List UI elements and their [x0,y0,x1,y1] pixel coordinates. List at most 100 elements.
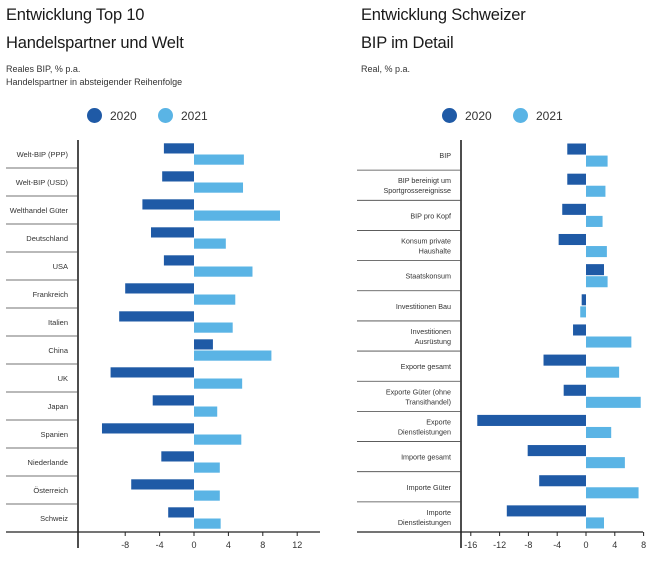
bar-2021-importe-guter [586,487,639,499]
category-row-niederlande: Niederlande [6,447,220,473]
bar-2021-welt-bip-usd [194,182,244,193]
category-label-staatskonsum: Staatskonsum [405,272,451,281]
category-label-china: China [48,346,68,355]
legend-label-2020: 2020 [110,108,137,123]
bar-2021-welthandel-guter [194,210,280,221]
x-tick-label-8: 8 [260,540,265,550]
bar-2020-staatskonsum [586,264,604,276]
bar-2020-schweiz [168,507,194,518]
category-row-investitionen-bau: Investitionen Bau [357,290,586,318]
bar-2020-bip-bereinigt-um-sportgrossereignisse [567,173,586,185]
legend-swatch-2020 [87,108,102,123]
x-tick-label-8: 8 [641,540,646,550]
bar-2021-osterreich [194,490,220,501]
x-tick-label-0: 0 [191,540,196,550]
category-row-spanien: Spanien [6,419,242,445]
legend-swatch-2021 [513,108,528,123]
category-row-bip-pro-kopf: BIP pro Kopf [357,199,603,227]
right-chart-subtitle-line-1: Real, % p.a. [361,64,411,74]
left-chart-title-line-1: Entwicklung Top 10 [6,6,145,24]
bar-2021-bip-pro-kopf [586,215,603,227]
x-tick-label-12: 12 [292,540,302,550]
category-label-bip-pro-kopf: BIP pro Kopf [410,211,451,220]
category-row-welthandel-guter: Welthandel Güter [6,195,280,221]
bar-2020-frankreich [125,283,194,294]
bar-2020-welt-bip-usd [162,171,194,182]
left-chart-title-line-2: Handelspartner und Welt [6,34,184,52]
category-label-usa: USA [53,262,68,271]
category-label-osterreich: Österreich [33,486,68,495]
category-row-italien: Italien [6,307,233,333]
left-chart-subtitle-line-1: Reales BIP, % p.a. [6,64,81,74]
x-tick-label-minus16: -16 [464,540,477,550]
category-row-importe-guter: Importe Güter [357,471,639,499]
category-row-welt-bip-ppp: Welt-BIP (PPP) [17,143,244,165]
category-label-bip-bereinigt-um-sportgrossereignisse: BIP bereinigt um Sportgrossereignisse [383,176,451,195]
bar-2021-frankreich [194,294,236,305]
bar-2021-japan [194,406,218,417]
category-label-uk: UK [58,374,68,383]
category-label-bip: BIP [439,151,451,160]
bar-2020-investitionen-ausrustung [573,324,586,336]
left-chart-subtitle-line-2: Handelspartner in absteigender Reihenfol… [6,77,183,87]
category-label-importe-gesamt: Importe gesamt [401,453,451,462]
x-tick-label-minus12: -12 [493,540,506,550]
legend-item-2021: 2021 [158,108,208,123]
category-label-schweiz: Schweiz [40,514,68,523]
x-ticks: -16 -12 -8 -4 0 4 8 [464,532,646,550]
bar-2021-uk [194,378,243,389]
right-chart-panel: Entwicklung Schweizer BIP im Detail Real… [355,0,648,563]
category-row-uk: UK [6,363,243,389]
bar-2021-niederlande [194,462,220,473]
legend-swatch-2020 [442,108,457,123]
category-row-frankreich: Frankreich [6,279,236,305]
bar-2021-konsum-private-haushalte [586,246,607,258]
bar-2020-spanien [101,423,194,434]
category-label-investitionen-bau: Investitionen Bau [396,302,451,311]
legend-swatch-2021 [158,108,173,123]
category-row-usa: USA [6,251,253,277]
category-row-japan: Japan [6,391,218,417]
bar-2021-investitionen-bau [580,306,586,318]
category-row-importe-dienstleistungen: Importe Dienstleistungen [357,501,604,529]
category-label-welt-bip-usd: Welt-BIP (USD) [16,178,69,187]
x-tick-label-4: 4 [226,540,231,550]
bar-2020-uk [110,367,194,378]
bar-2021-schweiz [194,518,221,529]
category-label-importe-guter: Importe Güter [407,483,452,492]
category-label-frankreich: Frankreich [33,290,68,299]
category-row-schweiz: Schweiz [6,503,221,529]
category-row-deutschland: Deutschland [6,223,226,249]
category-label-exporte-gesamt: Exporte gesamt [401,362,451,371]
bar-2021-investitionen-ausrustung [586,336,632,348]
category-row-importe-gesamt: Importe gesamt [357,441,625,469]
left-bar-chart: Welt-BIP (PPP) Welt-BIP (USD) Welthandel G… [6,140,320,550]
bar-2021-welt-bip-ppp [194,154,244,165]
bar-2021-exporte-gesamt [586,366,620,378]
x-tick-label-minus4: -4 [156,540,164,550]
bar-2020-welt-bip-ppp [163,143,194,154]
right-bar-chart: BIP BIP bereinigt um Sportgrossereignisse B… [357,140,646,550]
category-label-niederlande: Niederlande [28,458,68,467]
bar-2020-exporte-gesamt [543,354,586,366]
x-tick-label-minus4: -4 [553,540,561,550]
bar-2021-staatskonsum [586,276,608,288]
legend-label-2020: 2020 [465,108,492,123]
category-row-exporte-guter-ohne-transithandel: Exporte Güter (ohne Transithandel) [357,380,641,408]
bar-2021-importe-gesamt [586,457,625,469]
x-tick-label-minus8: -8 [524,540,532,550]
category-label-spanien: Spanien [40,430,68,439]
bar-2020-exporte-dienstleistungen [477,414,586,426]
category-row-bip-bereinigt-um-sportgrossereignisse: BIP bereinigt um Sportgrossereignisse [357,169,606,197]
legend-item-2020: 2020 [87,108,137,123]
right-chart-title-line-2: BIP im Detail [361,34,454,52]
category-label-exporte-guter-ohne-transithandel: Exporte Güter (ohne Transithandel) [386,387,451,406]
bar-2020-bip-pro-kopf [562,203,586,215]
bar-2020-niederlande [161,451,194,462]
bar-2020-italien [119,311,194,322]
category-row-bip: BIP [439,143,608,167]
category-label-italien: Italien [48,318,68,327]
bar-2020-japan [152,395,194,406]
x-tick-label-4: 4 [612,540,617,550]
category-row-osterreich: Österreich [6,475,220,501]
